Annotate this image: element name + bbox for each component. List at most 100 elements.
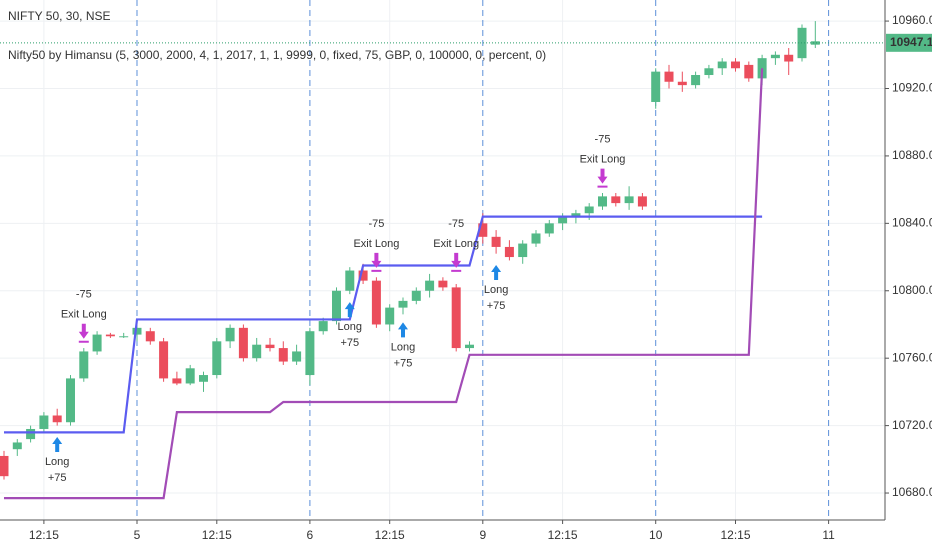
candle-body xyxy=(425,280,435,291)
exit-arrow xyxy=(597,168,608,188)
candle-body xyxy=(292,351,302,362)
chart-subtitle: Nifty50 by Himansu (5, 3000, 2000, 4, 1,… xyxy=(8,48,546,62)
candle-body xyxy=(79,351,89,379)
candle-body xyxy=(651,71,661,102)
signal-qty: +75 xyxy=(487,300,506,312)
y-tick-label: 10760.00 xyxy=(892,350,932,364)
candle-body xyxy=(797,27,807,59)
candle-body xyxy=(478,223,488,237)
candle-body xyxy=(451,287,461,349)
candle-body xyxy=(358,270,368,281)
x-tick-label: 6 xyxy=(307,528,314,542)
x-tick-label: 12:15 xyxy=(548,528,578,542)
x-tick-label: 5 xyxy=(134,528,141,542)
exit-arrow xyxy=(451,252,462,272)
signal-qty: -75 xyxy=(76,289,92,301)
x-tick-label: 12:15 xyxy=(375,528,405,542)
x-tick-label: 10 xyxy=(649,528,663,542)
candle-body xyxy=(159,341,169,379)
candle-body xyxy=(105,334,115,337)
candle-body xyxy=(198,375,208,382)
signal-qty: +75 xyxy=(340,337,359,349)
candle-body xyxy=(145,331,155,342)
candle-body xyxy=(558,216,568,224)
candle-body xyxy=(784,54,794,62)
candle-body xyxy=(438,280,448,288)
exit-arrow xyxy=(78,323,89,343)
chart-title: NIFTY 50, 30, NSE xyxy=(8,9,111,23)
candle-body xyxy=(345,270,355,291)
candle-body xyxy=(331,290,341,322)
signal-label: Exit Long xyxy=(353,238,399,250)
candle-body xyxy=(491,236,501,247)
candle-body xyxy=(65,378,75,423)
y-tick-label: 10840.00 xyxy=(892,216,932,230)
long-arrow xyxy=(344,302,355,318)
candle-body xyxy=(92,334,102,352)
y-tick-label: 10920.00 xyxy=(892,81,932,95)
candle-body xyxy=(584,206,594,214)
candle-body xyxy=(571,213,581,217)
candle-body xyxy=(132,327,142,335)
candle-body xyxy=(278,348,288,362)
candle-body xyxy=(637,196,647,207)
candle-body xyxy=(172,378,182,384)
candle-body xyxy=(531,233,541,244)
signal-label: Long xyxy=(391,341,415,353)
x-tick-label: 12:15 xyxy=(720,528,750,542)
y-tick-label: 10880.00 xyxy=(892,148,932,162)
candle-body xyxy=(119,336,129,338)
candle-body xyxy=(318,321,328,332)
signal-qty: +75 xyxy=(48,472,67,484)
candle-body xyxy=(691,75,701,86)
last-price-label: 10947.10 xyxy=(890,35,932,49)
candle-body xyxy=(185,368,195,384)
candle-body xyxy=(518,243,528,258)
candle-body xyxy=(611,196,621,204)
candle-body xyxy=(624,196,634,204)
candle-body xyxy=(385,307,395,325)
long-arrow xyxy=(491,265,502,281)
candle-body xyxy=(398,300,408,308)
candle-body xyxy=(12,442,22,450)
candle-body xyxy=(252,344,262,359)
exit-arrow xyxy=(371,252,382,272)
candle-body xyxy=(411,290,421,301)
indicator-line xyxy=(3,68,764,500)
candle-body xyxy=(26,428,36,440)
candle-body xyxy=(544,223,554,234)
candle-body xyxy=(744,64,754,79)
last-price-box xyxy=(886,33,932,52)
candle-body xyxy=(504,246,514,258)
candle-body xyxy=(464,344,474,349)
y-tick-label: 10720.00 xyxy=(892,418,932,432)
signal-label: Exit Long xyxy=(580,154,626,166)
candle-body xyxy=(704,68,714,76)
signal-qty: +75 xyxy=(394,357,413,369)
candle-body xyxy=(39,415,49,429)
candle-body xyxy=(52,415,62,423)
signal-label: Long xyxy=(45,456,69,468)
x-tick-label: 11 xyxy=(822,528,835,542)
candle-body xyxy=(677,81,687,86)
signal-label: Long xyxy=(338,321,362,333)
y-tick-label: 10960.00 xyxy=(892,13,932,27)
x-tick-label: 12:15 xyxy=(202,528,232,542)
signal-qty: -75 xyxy=(595,134,611,146)
x-tick-label: 12:15 xyxy=(29,528,59,542)
candle-body xyxy=(731,61,741,69)
signal-qty: -75 xyxy=(368,218,384,230)
y-tick-label: 10800.00 xyxy=(892,283,932,297)
candle-body xyxy=(664,71,674,82)
signal-label: Exit Long xyxy=(61,309,107,321)
candle-body xyxy=(810,41,820,45)
signal-label: Exit Long xyxy=(433,238,479,250)
candle-body xyxy=(598,196,608,207)
candle-body xyxy=(0,455,9,477)
candle-body xyxy=(225,327,235,342)
candle-body xyxy=(371,280,381,325)
indicator-line xyxy=(3,215,763,434)
candle-body xyxy=(717,61,727,69)
candle-body xyxy=(265,344,275,349)
